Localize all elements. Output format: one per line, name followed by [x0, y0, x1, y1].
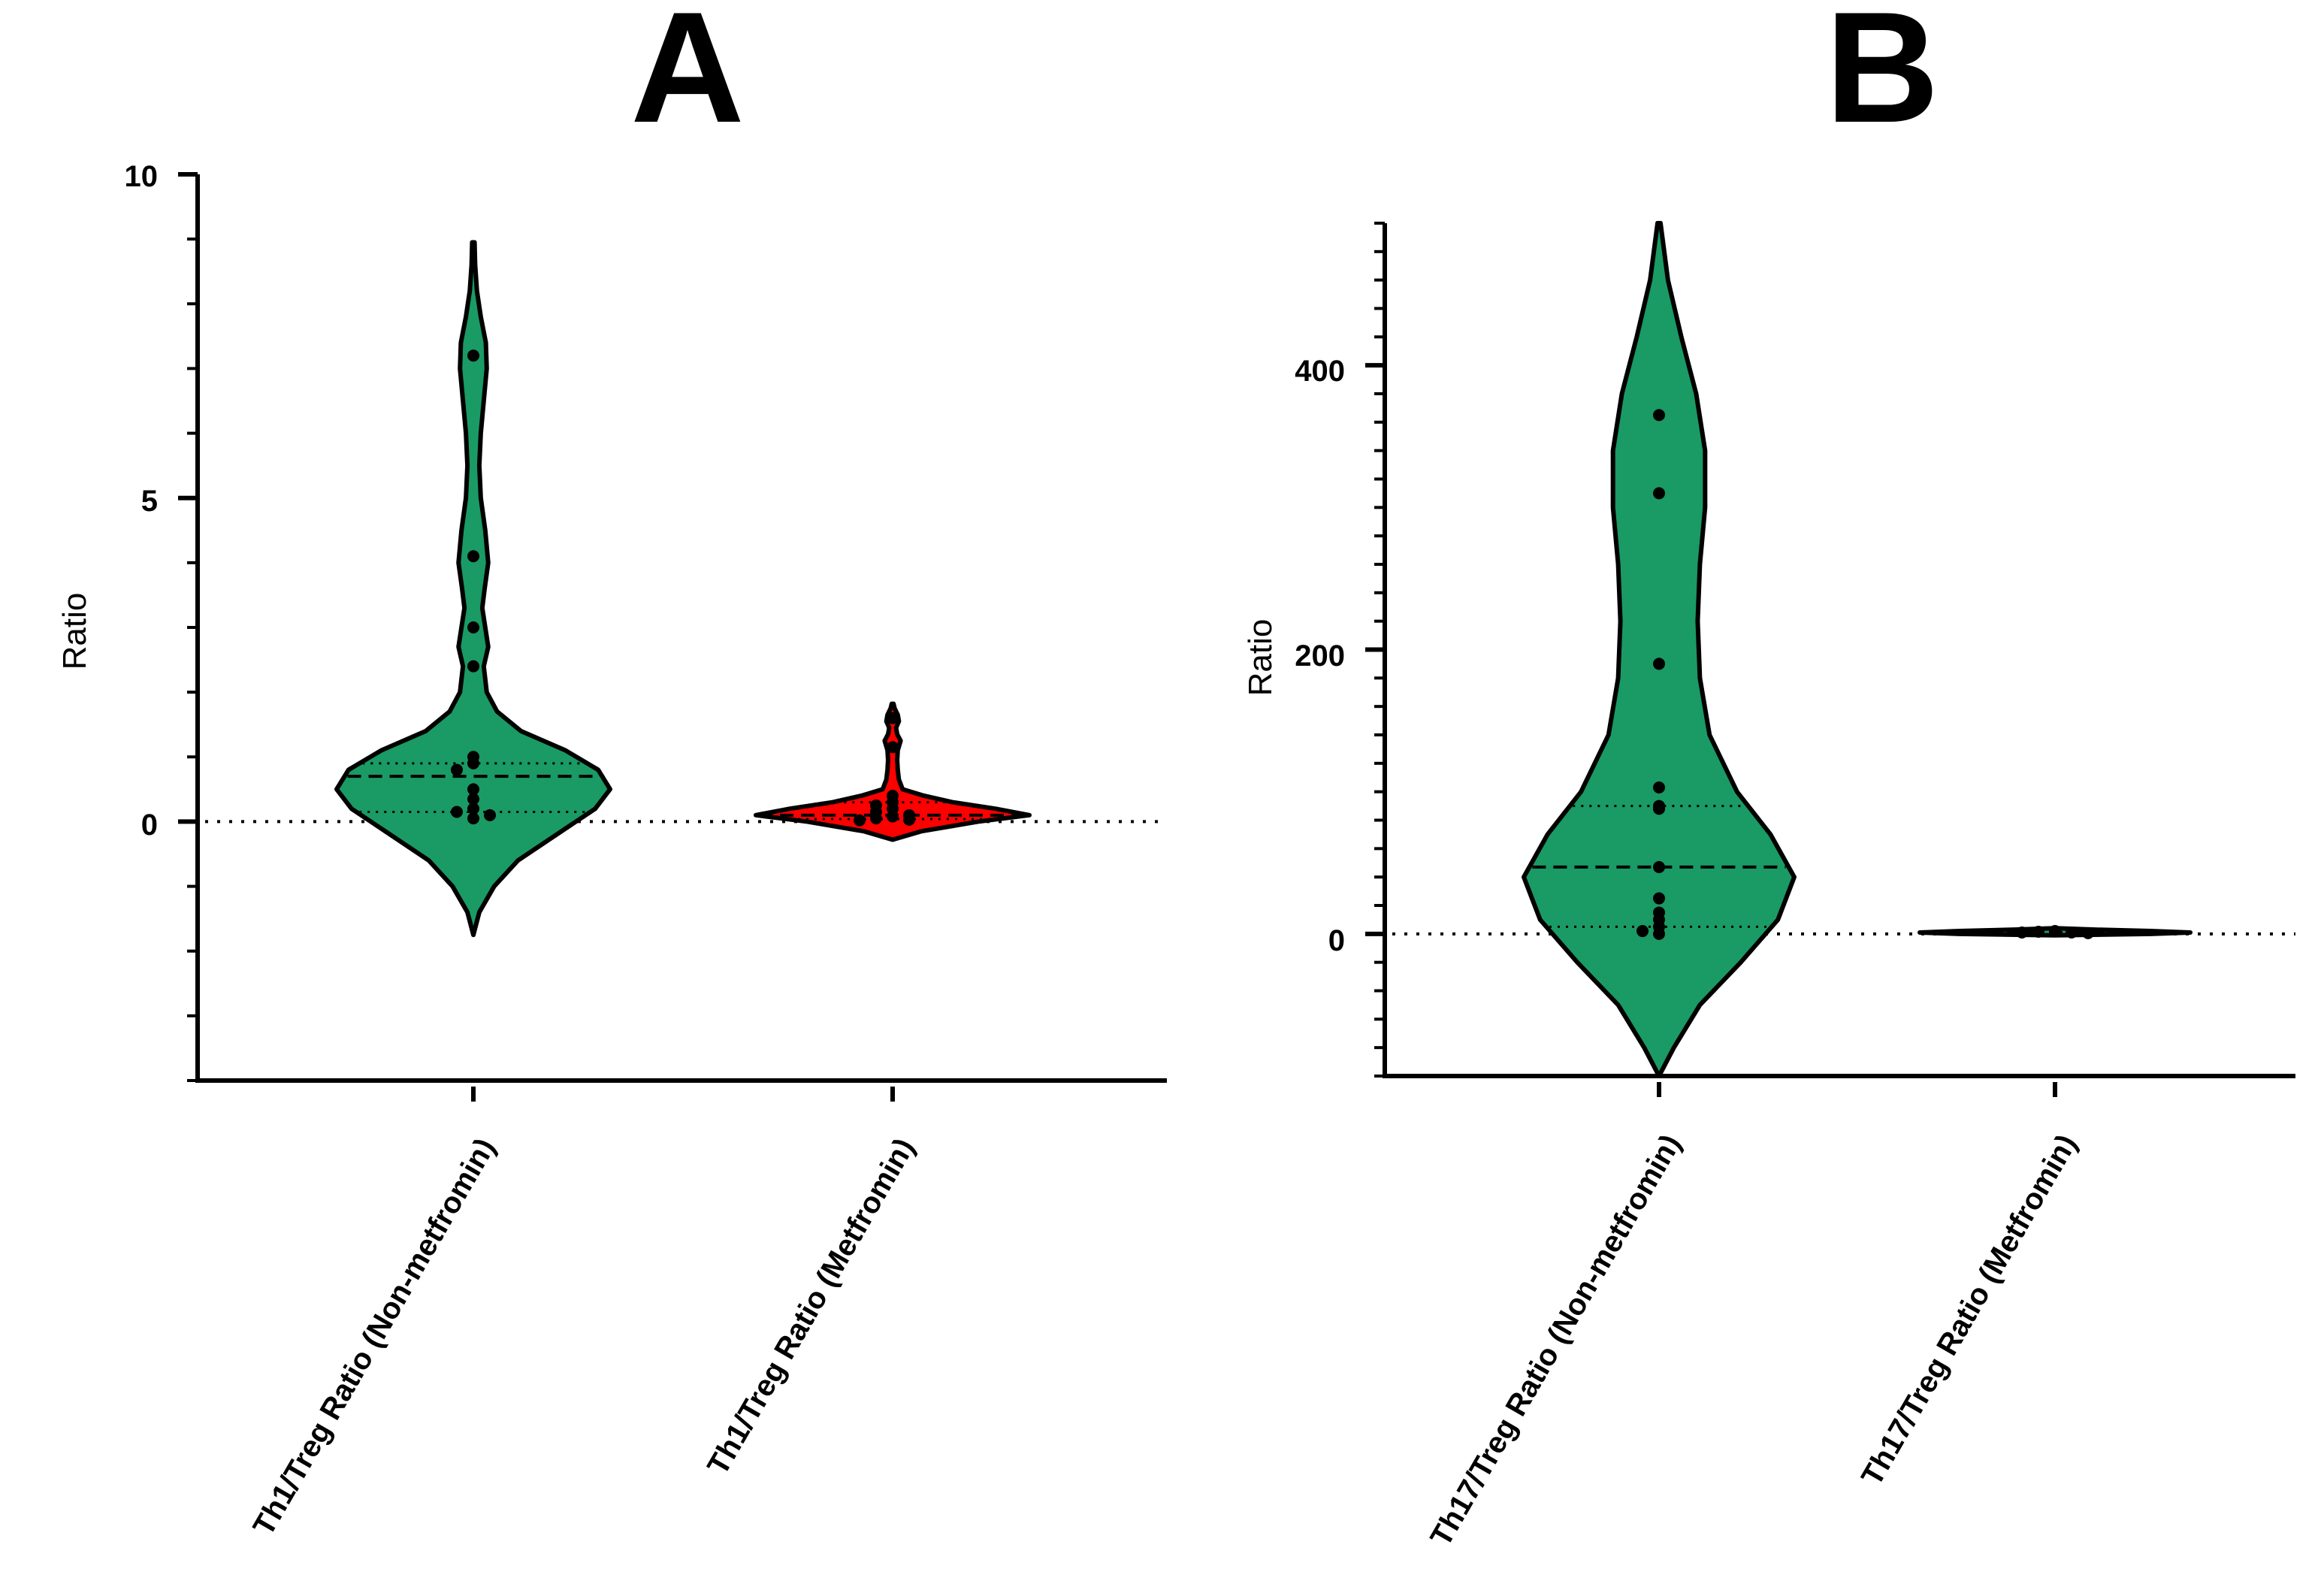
data-point [2066, 926, 2078, 939]
data-point [1653, 927, 1665, 940]
data-point [451, 763, 463, 776]
panel-a-major-ticks [178, 172, 198, 824]
data-point [467, 803, 479, 815]
data-point [854, 814, 866, 827]
data-point [1653, 487, 1665, 500]
panel-a: A Ratio 10 5 0 Th1/Treg Ratio (Non-metfr… [56, 0, 1167, 1541]
panel-b-y-axis-title: Ratio [1242, 619, 1279, 697]
data-point [1636, 925, 1649, 938]
data-point [887, 741, 899, 754]
panel-a-y-axis-title: Ratio [56, 593, 93, 670]
data-point [2082, 926, 2094, 939]
panel-b-category-label-metformin: Th17/Treg Ratio (Metfromin) [1855, 1129, 2084, 1492]
panel-a-category-label-non-metformin: Th1/Treg Ratio (Non-metfromin) [247, 1133, 502, 1542]
panel-b-category-label-non-metformin: Th17/Treg Ratio (Non-metfromin) [1424, 1129, 1687, 1552]
data-point [467, 621, 479, 633]
panel-a-y-tick-label-10: 10 [125, 160, 159, 193]
data-point [1653, 803, 1665, 815]
data-point [467, 757, 479, 769]
data-point [467, 349, 479, 362]
data-point [1653, 657, 1665, 670]
data-point [2016, 926, 2028, 939]
panel-b-violins [1522, 221, 2193, 1078]
data-point [1653, 892, 1665, 905]
violin-th17-treg-ratio-non-metfromin [1522, 221, 1797, 1078]
panel-a-y-tick-label-0: 0 [141, 809, 158, 842]
data-point [451, 806, 463, 818]
data-point [887, 810, 899, 823]
panel-b: B Ratio 400 200 0 Th17/Treg Ratio (Non-m… [1242, 0, 2295, 1552]
data-point [467, 550, 479, 563]
violin-th1-treg-ratio-metfromin [754, 701, 1032, 842]
data-point [1653, 781, 1665, 793]
data-point [467, 660, 479, 673]
data-point [467, 812, 479, 825]
panel-a-title: A [630, 0, 745, 156]
data-point [903, 813, 915, 826]
data-point [1653, 860, 1665, 873]
panel-b-y-tick-label-0: 0 [1328, 924, 1345, 957]
panel-b-y-tick-label-400: 400 [1295, 355, 1345, 388]
panel-a-violins [334, 240, 1032, 938]
data-point [887, 712, 899, 724]
data-point [1653, 409, 1665, 422]
data-point [870, 812, 882, 825]
data-point [467, 793, 479, 806]
violin-th1-treg-ratio-non-metfromin [334, 240, 612, 938]
panel-b-y-tick-label-200: 200 [1295, 639, 1345, 673]
data-point [484, 809, 496, 821]
data-point [2032, 925, 2044, 938]
panel-a-category-label-metformin: Th1/Treg Ratio (Metfromin) [701, 1133, 921, 1481]
panel-a-y-tick-label-5: 5 [141, 485, 158, 518]
panel-b-title: B [1825, 0, 1939, 156]
panel-b-major-ticks [1365, 363, 1385, 936]
data-point [2049, 925, 2061, 938]
data-point [467, 783, 479, 796]
